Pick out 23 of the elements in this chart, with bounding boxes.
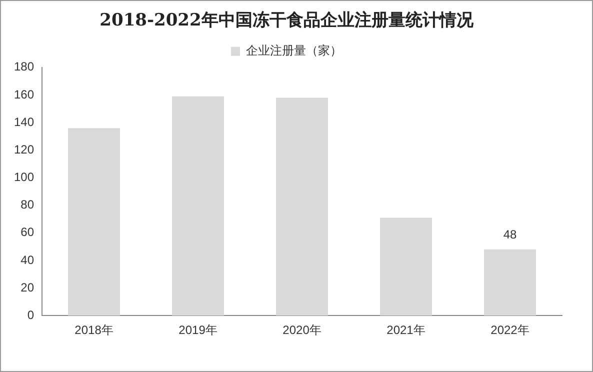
bar [484, 249, 536, 316]
y-tick-label: 180 [14, 60, 34, 74]
bar [172, 96, 224, 316]
x-tick-label: 2019年 [178, 323, 218, 338]
y-tick-label: 100 [14, 170, 34, 184]
x-tick-label: 2020年 [282, 323, 322, 338]
x-tick-label: 2022年 [490, 323, 530, 338]
y-tick-label: 0 [27, 308, 34, 322]
y-tick-label: 20 [20, 280, 34, 294]
x-tick-label: 2021年 [386, 323, 426, 338]
y-tick-label: 40 [20, 252, 34, 267]
bar [276, 98, 328, 316]
chart-title: 2018-2022年中国冻干食品企业注册量统计情况 [100, 10, 474, 31]
bar [68, 128, 120, 316]
y-tick-label: 60 [20, 225, 34, 240]
y-tick-label: 80 [20, 198, 34, 212]
y-tick-label: 120 [14, 142, 34, 156]
bar [380, 218, 432, 316]
data-label: 48 [503, 228, 517, 242]
legend-label: 企业注册量（家） [246, 44, 342, 58]
y-tick-label: 140 [14, 114, 34, 129]
x-tick-label: 2018年 [74, 323, 114, 338]
y-tick-label: 160 [14, 87, 34, 102]
